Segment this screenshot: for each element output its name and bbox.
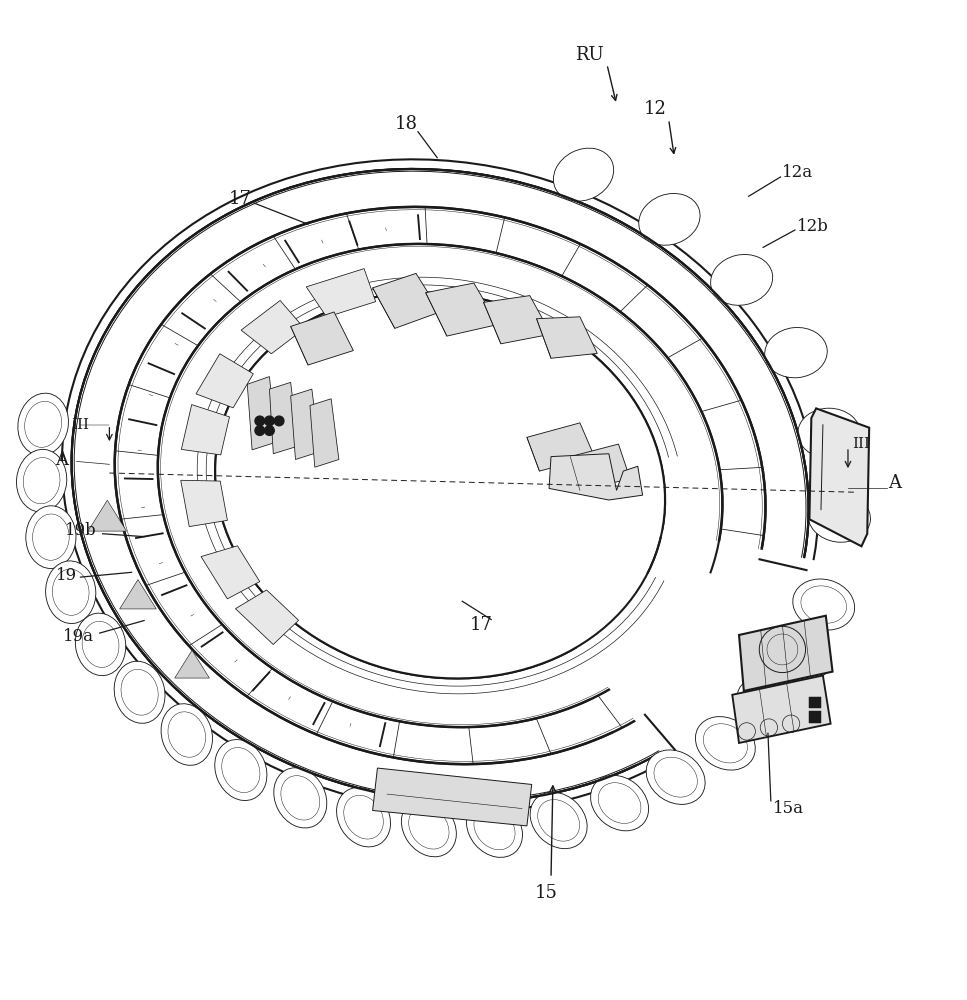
- Ellipse shape: [215, 740, 267, 801]
- Polygon shape: [88, 500, 127, 531]
- Ellipse shape: [62, 159, 818, 812]
- Polygon shape: [537, 317, 598, 358]
- Text: 19a: 19a: [63, 628, 94, 645]
- Text: RU: RU: [575, 46, 604, 64]
- Ellipse shape: [798, 408, 861, 458]
- Ellipse shape: [52, 569, 89, 615]
- Text: III: III: [72, 418, 90, 432]
- Text: 19: 19: [56, 567, 77, 584]
- Ellipse shape: [553, 148, 614, 201]
- Ellipse shape: [777, 637, 823, 675]
- Polygon shape: [291, 389, 319, 460]
- Ellipse shape: [161, 704, 213, 765]
- Ellipse shape: [530, 792, 587, 849]
- Ellipse shape: [26, 506, 76, 568]
- Circle shape: [265, 426, 275, 435]
- Ellipse shape: [703, 724, 747, 763]
- Circle shape: [255, 416, 265, 426]
- Polygon shape: [291, 312, 353, 365]
- Polygon shape: [732, 675, 831, 743]
- Ellipse shape: [23, 458, 60, 504]
- Ellipse shape: [221, 748, 260, 793]
- Ellipse shape: [599, 783, 641, 823]
- Ellipse shape: [72, 169, 808, 802]
- Polygon shape: [809, 408, 869, 546]
- Polygon shape: [181, 480, 227, 527]
- Ellipse shape: [737, 676, 798, 729]
- Polygon shape: [372, 273, 440, 328]
- Ellipse shape: [474, 807, 515, 850]
- Ellipse shape: [168, 712, 206, 757]
- Text: 12a: 12a: [782, 164, 813, 181]
- Ellipse shape: [24, 401, 62, 447]
- Ellipse shape: [409, 806, 449, 849]
- Ellipse shape: [654, 757, 697, 797]
- Ellipse shape: [343, 795, 383, 839]
- Ellipse shape: [45, 561, 96, 624]
- Ellipse shape: [808, 492, 870, 542]
- Ellipse shape: [216, 293, 665, 678]
- Ellipse shape: [280, 776, 320, 820]
- Polygon shape: [739, 616, 833, 691]
- Polygon shape: [248, 377, 277, 450]
- Text: 15: 15: [535, 884, 558, 902]
- Ellipse shape: [75, 613, 126, 676]
- Text: 15a: 15a: [773, 800, 804, 817]
- Text: III: III: [852, 437, 870, 451]
- Text: A: A: [889, 474, 901, 492]
- Text: 12b: 12b: [797, 218, 829, 235]
- Polygon shape: [549, 454, 643, 500]
- Polygon shape: [527, 423, 595, 471]
- Ellipse shape: [639, 193, 700, 245]
- Text: 17: 17: [470, 616, 493, 634]
- FancyBboxPatch shape: [809, 697, 821, 708]
- Polygon shape: [120, 580, 157, 609]
- Polygon shape: [565, 526, 823, 768]
- Ellipse shape: [765, 327, 827, 378]
- Polygon shape: [484, 296, 551, 344]
- Polygon shape: [241, 300, 305, 354]
- Polygon shape: [236, 590, 299, 644]
- Ellipse shape: [538, 800, 579, 841]
- Text: 19b: 19b: [65, 522, 97, 539]
- Text: A: A: [55, 451, 68, 469]
- Ellipse shape: [793, 579, 855, 630]
- Polygon shape: [182, 405, 229, 455]
- Polygon shape: [201, 546, 260, 599]
- Ellipse shape: [695, 717, 755, 770]
- Text: 12: 12: [644, 100, 666, 118]
- Text: 17: 17: [229, 190, 252, 208]
- Ellipse shape: [801, 586, 846, 623]
- Ellipse shape: [17, 393, 69, 455]
- Circle shape: [265, 416, 275, 426]
- Ellipse shape: [466, 800, 522, 857]
- Ellipse shape: [401, 798, 456, 857]
- FancyBboxPatch shape: [809, 711, 821, 723]
- Ellipse shape: [33, 514, 70, 560]
- Ellipse shape: [82, 621, 119, 667]
- Ellipse shape: [121, 669, 159, 715]
- Ellipse shape: [114, 661, 165, 723]
- Ellipse shape: [745, 683, 790, 722]
- Polygon shape: [372, 768, 532, 826]
- Polygon shape: [175, 650, 210, 678]
- Polygon shape: [307, 269, 375, 317]
- Text: 18: 18: [395, 115, 418, 133]
- Ellipse shape: [591, 775, 649, 831]
- Ellipse shape: [274, 768, 327, 828]
- Ellipse shape: [711, 254, 773, 305]
- Ellipse shape: [16, 449, 67, 512]
- Polygon shape: [310, 399, 338, 467]
- Ellipse shape: [770, 630, 831, 682]
- Polygon shape: [196, 354, 253, 408]
- Ellipse shape: [646, 750, 705, 804]
- Polygon shape: [270, 382, 299, 454]
- Circle shape: [255, 426, 265, 435]
- Circle shape: [275, 416, 284, 426]
- Polygon shape: [425, 283, 498, 336]
- Polygon shape: [571, 444, 630, 490]
- Ellipse shape: [337, 787, 391, 847]
